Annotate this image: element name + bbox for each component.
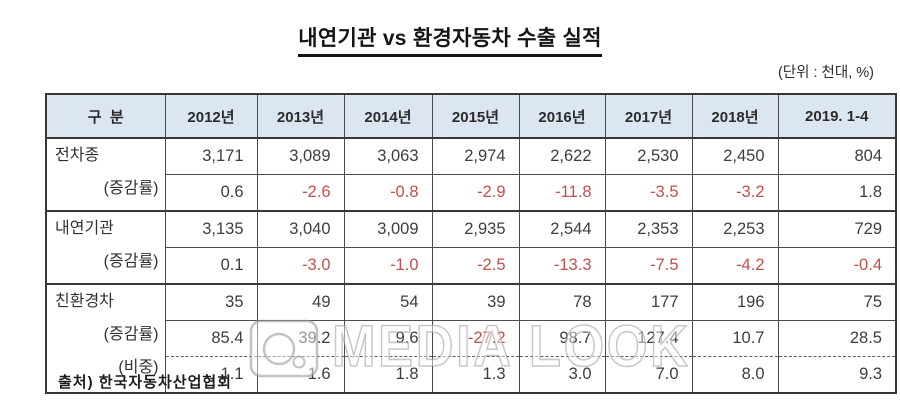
col-header-2017: 2017년: [604, 93, 693, 139]
col-header-2019: 2019. 1-4: [777, 93, 897, 139]
table-cell: 1.8: [777, 174, 897, 212]
table-cell: 3.0: [518, 356, 606, 394]
table-cell: 9.6: [343, 320, 433, 357]
table-cell: 1.1: [164, 356, 258, 394]
col-header-2012: 2012년: [164, 93, 258, 139]
table-cell: -2.6: [256, 174, 345, 212]
table-cell: 2,253: [691, 210, 779, 248]
header-row: 구 분 2012년 2013년 2014년 2015년 2016년 2017년 …: [45, 93, 897, 139]
table-cell: 177: [604, 283, 693, 321]
table-cell: 2,353: [604, 210, 693, 248]
table-cell: 85.4: [164, 320, 258, 357]
group-sub-label: (증감률): [103, 180, 159, 197]
table-cell: 39.2: [256, 320, 345, 357]
table-cell: 54: [343, 283, 433, 321]
unit-label: (단위 : 천대, %): [777, 65, 874, 81]
source-note: 출처) 한국자동차산업협회: [58, 374, 232, 391]
row-group-label-total: 전차종 (증감률): [45, 137, 166, 212]
table-cell: 7.0: [604, 356, 693, 394]
table-cell: 0.1: [164, 247, 258, 285]
title-container: 내연기관 vs 환경자동차 수출 실적: [0, 22, 900, 57]
table-row-total-change: 0.6 -2.6 -0.8 -2.9 -11.8 -3.5 -3.2 1.8: [46, 174, 897, 212]
table-cell: -27.2: [431, 320, 520, 357]
table-cell: 49: [256, 283, 345, 321]
col-header-2016: 2016년: [518, 93, 606, 139]
table-cell: 3,171: [164, 137, 258, 175]
table-cell: 2,544: [518, 210, 606, 248]
col-header-gubun: 구 분: [45, 93, 166, 139]
table-row-ice-change: 0.1 -3.0 -1.0 -2.5 -13.3 -7.5 -4.2 -0.4: [46, 247, 897, 285]
table-cell: 35: [164, 283, 258, 321]
table-cell: -7.5: [604, 247, 693, 285]
col-header-2014: 2014년: [343, 93, 433, 139]
table-cell: -0.8: [343, 174, 433, 212]
table-cell: -1.0: [343, 247, 433, 285]
table-cell: 28.5: [777, 320, 897, 357]
table-cell: -2.5: [431, 247, 520, 285]
table-cell: 1.6: [256, 356, 345, 394]
row-group-label-ice: 내연기관 (증감률): [45, 210, 166, 285]
table-cell: 127.4: [604, 320, 693, 357]
group-sub-label: (증감률): [103, 326, 159, 343]
col-header-2015: 2015년: [431, 93, 520, 139]
table-row-total-value: 전차종 (증감률) 3,171 3,089 3,063 2,974 2,622 …: [45, 137, 897, 212]
table-cell: -3.0: [256, 247, 345, 285]
table-cell: -13.3: [518, 247, 606, 285]
table-cell: 2,622: [518, 137, 606, 175]
table-row-ev-change: 85.4 39.2 9.6 -27.2 98.7 127.4 10.7 28.5: [46, 320, 897, 357]
table-cell: 2,530: [604, 137, 693, 175]
table-cell: 8.0: [691, 356, 779, 394]
group-sub-label: (비중): [118, 359, 159, 376]
group-name: 내연기관: [55, 220, 114, 237]
col-header-2013: 2013년: [256, 93, 345, 139]
group-sub-label: (증감률): [103, 253, 159, 270]
page-title: 내연기관 vs 환경자동차 수출 실적: [298, 22, 602, 57]
table-cell: 3,135: [164, 210, 258, 248]
table-cell: 39: [431, 283, 520, 321]
table-cell: -11.8: [518, 174, 606, 212]
table-cell: -0.4: [777, 247, 897, 285]
table-row-ev-share: 1.1 1.6 1.8 1.3 3.0 7.0 8.0 9.3: [46, 356, 897, 394]
table-cell: -4.2: [691, 247, 779, 285]
col-header-2018: 2018년: [691, 93, 779, 139]
table-cell: 0.6: [164, 174, 258, 212]
table-cell: -3.5: [604, 174, 693, 212]
table-cell: 3,063: [343, 137, 433, 175]
table-cell: -3.2: [691, 174, 779, 212]
row-group-label-ev: 친환경차 (증감률) (비중): [45, 283, 166, 394]
table-cell: 9.3: [777, 356, 897, 394]
table-cell: 98.7: [518, 320, 606, 357]
table-cell: 2,450: [691, 137, 779, 175]
table-row-ice-value: 내연기관 (증감률) 3,135 3,040 3,009 2,935 2,544…: [45, 210, 897, 285]
table-cell: 75: [777, 283, 897, 321]
table-cell: 1.8: [343, 356, 433, 394]
group-name: 친환경차: [55, 293, 114, 310]
table-row-ev-value: 친환경차 (증감률) (비중) 35 49 54 39 78 177 196 7…: [45, 283, 897, 394]
table-cell: 1.3: [431, 356, 520, 394]
table-cell: 729: [777, 210, 897, 248]
table-cell: 804: [777, 137, 897, 175]
table-cell: 2,974: [431, 137, 520, 175]
table-cell: 3,009: [343, 210, 433, 248]
table-cell: 78: [518, 283, 606, 321]
table-cell: 3,089: [256, 137, 345, 175]
export-table: 구 분 2012년 2013년 2014년 2015년 2016년 2017년 …: [45, 93, 897, 394]
table-cell: 3,040: [256, 210, 345, 248]
table-cell: 2,935: [431, 210, 520, 248]
table-cell: -2.9: [431, 174, 520, 212]
group-name: 전차종: [55, 147, 100, 164]
table-cell: 196: [691, 283, 779, 321]
table-cell: 10.7: [691, 320, 779, 357]
